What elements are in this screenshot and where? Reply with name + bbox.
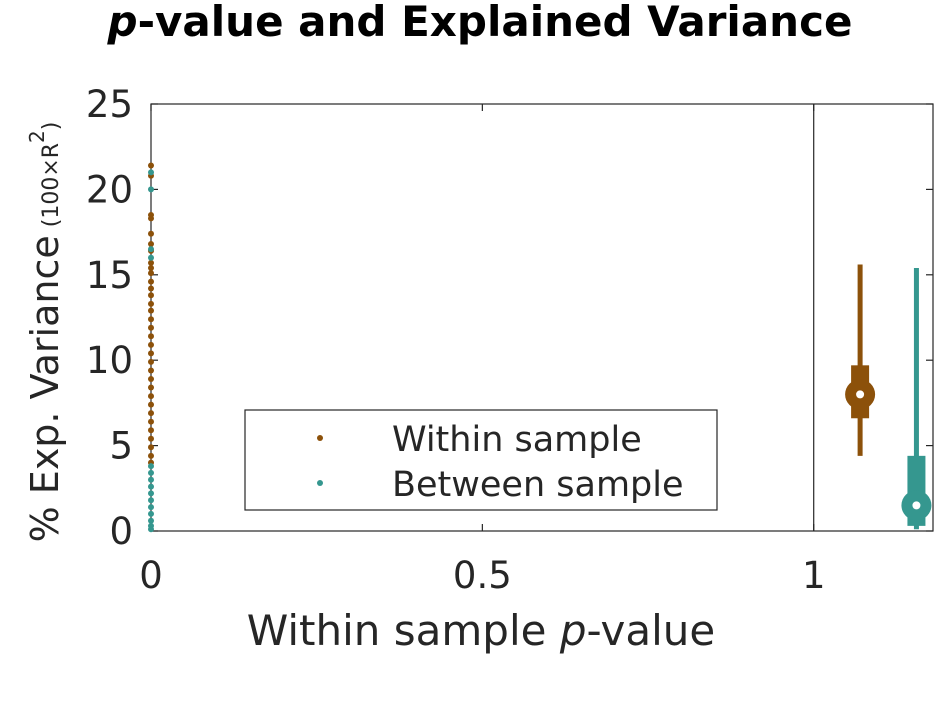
data-marks — [148, 162, 932, 533]
data-point-between — [148, 483, 154, 490]
chart-title-italic: p — [107, 0, 138, 46]
y-axis-label-main: % Exp. Variance — [23, 235, 67, 542]
data-point-within — [148, 324, 154, 331]
x-tick-label: 1 — [802, 554, 826, 597]
axis-ticks: 0 5 10 15 20 25 0 0.5 1 — [86, 83, 933, 597]
data-point-within — [148, 341, 154, 348]
data-point-within — [148, 444, 154, 451]
data-point-within — [148, 241, 154, 248]
data-point-between — [148, 246, 154, 253]
x-tick-label: 0 — [139, 554, 163, 597]
data-point-within — [148, 259, 154, 266]
data-point-within — [148, 162, 154, 169]
y-tick-label: 20 — [86, 168, 133, 211]
data-point-within — [148, 375, 154, 382]
x-axis-label: Within sample p-value — [247, 606, 715, 655]
data-point-between — [148, 469, 154, 476]
y-tick-label: 10 — [86, 339, 133, 382]
legend-label-between: Between sample — [392, 465, 684, 505]
data-point-within — [148, 358, 154, 365]
median-center-within — [856, 390, 865, 399]
data-point-within — [148, 230, 154, 237]
y-axis-label-close: ) — [39, 122, 64, 131]
data-point-within — [148, 285, 154, 292]
data-point-within — [148, 393, 154, 400]
y-tick-label: 25 — [86, 83, 133, 126]
data-point-between — [148, 169, 154, 176]
y-axis-label-unit: (100×R2) — [25, 122, 64, 228]
x-axis-label-suffix: -value — [586, 606, 715, 655]
data-point-between — [148, 510, 154, 517]
data-point-between — [148, 463, 154, 470]
data-point-within — [148, 401, 154, 408]
legend-marker-within — [317, 435, 323, 441]
y-tick-label: 15 — [86, 254, 133, 297]
data-point-within — [148, 367, 154, 374]
x-tick-label: 0.5 — [453, 554, 512, 597]
data-point-within — [148, 333, 154, 340]
data-point-between — [148, 186, 154, 193]
data-point-within — [148, 292, 154, 299]
data-point-within — [148, 316, 154, 323]
x-axis-label-prefix: Within sample — [247, 606, 560, 655]
legend-label-within: Within sample — [392, 420, 642, 460]
data-point-within — [148, 452, 154, 459]
data-point-within — [148, 264, 154, 271]
legend-box — [244, 409, 718, 511]
data-point-within — [148, 278, 154, 285]
y-axis-label: % Exp. Variance (100×R2) — [23, 122, 67, 543]
data-point-between — [148, 490, 154, 497]
y-axis-label-unit-text: (100×R — [39, 143, 64, 227]
data-point-within — [148, 427, 154, 434]
y-axis-label-sup: 2 — [25, 130, 49, 143]
chart-title-rest: -value and Explained Variance — [138, 0, 853, 46]
legend: Within sample Between sample — [244, 409, 718, 511]
data-point-within — [148, 215, 154, 222]
median-center-between — [912, 501, 921, 510]
data-point-within — [148, 350, 154, 357]
y-tick-label: 5 — [109, 425, 133, 468]
data-point-within — [148, 410, 154, 417]
data-point-between — [148, 517, 154, 524]
y-tick-label: 0 — [109, 510, 133, 553]
data-point-within — [148, 435, 154, 442]
data-point-within — [148, 307, 154, 314]
data-point-within — [148, 270, 154, 277]
data-point-between — [148, 504, 154, 511]
data-point-between — [148, 526, 154, 533]
data-point-within — [148, 418, 154, 425]
data-point-within — [148, 384, 154, 391]
chart-title: p-value and Explained Variance — [107, 0, 853, 46]
data-point-between — [148, 497, 154, 504]
data-point-between — [148, 254, 154, 261]
x-axis-label-italic: p — [559, 606, 587, 655]
legend-marker-between — [317, 480, 323, 486]
data-point-within — [148, 300, 154, 307]
data-point-between — [148, 476, 154, 483]
